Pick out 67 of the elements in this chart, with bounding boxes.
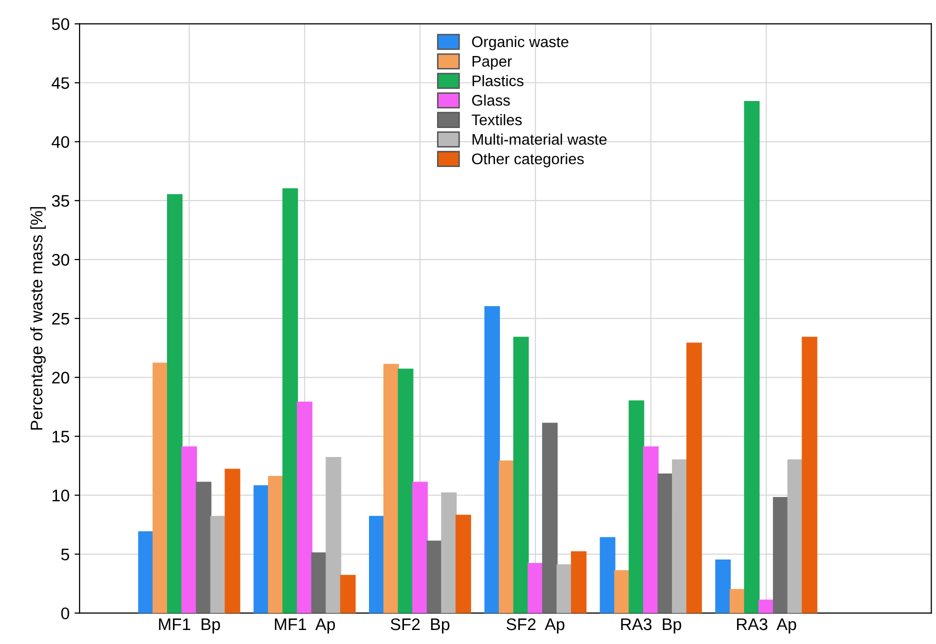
bar bbox=[254, 485, 270, 614]
legend-label: Organic waste bbox=[472, 36, 568, 50]
bar bbox=[326, 456, 342, 614]
bar bbox=[383, 364, 399, 614]
y-tick-label: 50 bbox=[52, 18, 70, 30]
bar bbox=[802, 336, 818, 614]
bar bbox=[658, 473, 674, 614]
bar bbox=[311, 552, 327, 614]
legend-label: Multi-material waste bbox=[472, 134, 607, 145]
bar bbox=[787, 459, 803, 614]
bar bbox=[686, 342, 702, 614]
bar bbox=[614, 570, 630, 614]
bar bbox=[210, 516, 226, 614]
bar bbox=[643, 446, 659, 614]
legend-label: Glass bbox=[472, 94, 510, 106]
bar bbox=[426, 540, 442, 614]
bar bbox=[628, 400, 644, 614]
x-tick-label: SF2 Ap bbox=[506, 618, 564, 634]
bar bbox=[556, 564, 572, 614]
bar bbox=[498, 460, 514, 614]
bar bbox=[672, 459, 688, 614]
bar bbox=[528, 563, 544, 614]
bar bbox=[542, 422, 558, 614]
bar bbox=[268, 476, 284, 614]
y-tick-label: 25 bbox=[52, 312, 70, 325]
bar bbox=[715, 560, 731, 614]
bar bbox=[398, 368, 414, 614]
x-tick-label: RA3 Bp bbox=[621, 618, 682, 634]
bar bbox=[441, 492, 457, 614]
bar bbox=[600, 537, 616, 614]
x-tick-label: SF2 Bp bbox=[390, 618, 450, 634]
bar bbox=[570, 551, 586, 614]
bar bbox=[167, 194, 183, 614]
x-tick-label: MF1 Ap bbox=[274, 618, 335, 634]
bar bbox=[296, 402, 312, 614]
legend-label: Textiles bbox=[472, 114, 522, 126]
y-tick-label: 0 bbox=[61, 607, 70, 620]
bar bbox=[730, 588, 746, 614]
x-tick-label: RA3 Ap bbox=[737, 618, 796, 634]
y-tick-label: 20 bbox=[52, 372, 70, 384]
bar bbox=[152, 362, 168, 614]
bar bbox=[138, 531, 154, 614]
y-tick-label: 5 bbox=[61, 548, 70, 560]
y-tick-label: 45 bbox=[52, 77, 70, 89]
bar bbox=[513, 336, 529, 614]
bar bbox=[196, 482, 212, 614]
bar bbox=[181, 446, 197, 614]
y-tick-label: 35 bbox=[52, 195, 70, 207]
bar bbox=[772, 497, 788, 614]
bar bbox=[282, 188, 298, 614]
bar bbox=[456, 514, 472, 614]
y-tick-label: 15 bbox=[52, 430, 70, 443]
x-tick-label: MF1 Bp bbox=[159, 618, 220, 634]
y-tick-label: 10 bbox=[52, 490, 70, 502]
bar bbox=[484, 306, 500, 614]
bar bbox=[340, 574, 356, 614]
bar bbox=[758, 600, 774, 614]
bar bbox=[412, 482, 428, 614]
legend-label: Plastics bbox=[472, 75, 524, 86]
bar bbox=[224, 468, 240, 614]
bar bbox=[368, 516, 385, 614]
y-tick-label: 30 bbox=[52, 254, 70, 266]
bar bbox=[744, 101, 760, 614]
legend-label: Paper bbox=[472, 56, 512, 70]
y-axis-title: Percentage of waste mass [%] bbox=[30, 207, 46, 430]
legend-label: Other categories bbox=[472, 153, 584, 168]
y-tick-label: 40 bbox=[52, 136, 70, 148]
